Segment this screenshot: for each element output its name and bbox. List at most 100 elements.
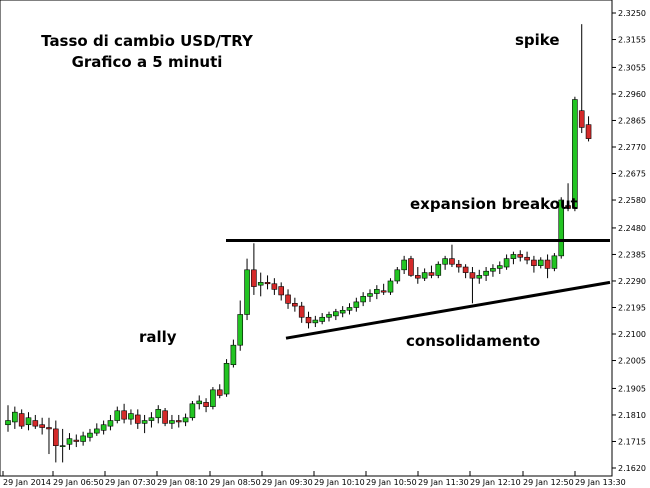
- candle-down: [18, 413, 25, 427]
- candle-up: [312, 319, 319, 324]
- candle-up: [551, 255, 558, 269]
- candle-up: [490, 268, 496, 272]
- y-tick-label: 2.2580: [618, 196, 646, 205]
- x-tick-label: 29 Jan 2014: [3, 478, 51, 487]
- candle-down: [469, 272, 476, 279]
- candle-up: [87, 432, 93, 438]
- candle-up: [182, 417, 189, 423]
- y-tick-label: 2.2100: [618, 330, 646, 339]
- candle-up: [476, 275, 483, 279]
- x-tick-label: 29 Jan 07:30: [105, 478, 156, 487]
- candle-down: [292, 303, 298, 307]
- candle-down: [408, 258, 414, 276]
- candle-up: [319, 316, 325, 322]
- candle-down: [578, 110, 585, 128]
- y-tick-label: 2.3055: [618, 63, 646, 72]
- y-tick-label: 2.2290: [618, 277, 646, 286]
- candle-up: [80, 435, 86, 442]
- candle-down: [175, 420, 182, 423]
- candle-up: [435, 263, 442, 276]
- candle-up: [326, 314, 332, 318]
- candle-up: [12, 411, 18, 423]
- candle-up: [496, 265, 503, 269]
- candle-down: [517, 254, 524, 258]
- y-tick-label: 2.2960: [618, 90, 646, 99]
- candle-up: [237, 314, 244, 346]
- candle-down: [73, 439, 80, 442]
- candle-up: [223, 363, 230, 395]
- x-tick-label: 29 Jan 10:50: [366, 478, 417, 487]
- candle-down: [53, 428, 59, 446]
- candle-down: [449, 258, 455, 265]
- candle-down: [162, 410, 168, 424]
- candle-up: [244, 269, 250, 315]
- candle-up: [483, 270, 489, 276]
- x-tick-label: 29 Jan 13:30: [575, 478, 626, 487]
- candle-up: [421, 272, 428, 279]
- y-tick-label: 2.2480: [618, 224, 646, 233]
- candle-up: [230, 344, 237, 366]
- candle-up: [107, 420, 114, 427]
- candle-up: [346, 307, 353, 311]
- candle-up: [148, 417, 155, 421]
- y-tick-label: 2.1715: [618, 437, 646, 446]
- y-tick-label: 2.1810: [618, 411, 646, 420]
- candle-down: [32, 420, 39, 427]
- x-tick-label: 29 Jan 12:50: [523, 478, 574, 487]
- candle-up: [155, 409, 162, 419]
- y-tick-label: 2.2865: [618, 116, 646, 125]
- candle-down: [455, 263, 462, 268]
- candle-up: [257, 282, 264, 286]
- candle-up: [401, 259, 407, 271]
- x-tick-label: 29 Jan 06:50: [53, 478, 104, 487]
- candle-down: [264, 282, 271, 285]
- candle-up: [5, 420, 11, 426]
- x-tick-label: 29 Jan 08:50: [210, 478, 261, 487]
- x-tick-label: 29 Jan 10:10: [314, 478, 365, 487]
- candle-up: [442, 258, 448, 265]
- annotation-spike: spike: [515, 31, 560, 49]
- y-tick-label: 2.3155: [618, 36, 646, 45]
- y-tick-label: 2.2675: [618, 170, 646, 179]
- candle-up: [537, 259, 544, 266]
- candle-down: [380, 290, 387, 293]
- annotation-consolidamento: consolidamento: [406, 332, 540, 350]
- candle-down: [271, 283, 278, 290]
- candle-down: [39, 424, 45, 428]
- support-line: [285, 280, 611, 340]
- y-axis: 2.3250 2.3155 2.3055 2.2960 2.2865 2.2770 2.26…: [612, 9, 646, 473]
- candle-down: [565, 205, 571, 209]
- candle-up: [387, 280, 394, 293]
- candle-up: [59, 445, 66, 447]
- y-tick-label: 2.3250: [618, 9, 646, 18]
- candle-down: [216, 389, 223, 396]
- candle-up: [169, 420, 175, 424]
- candle-up: [189, 403, 196, 419]
- candle-up: [360, 296, 366, 303]
- candle-up: [66, 438, 73, 445]
- candle-down: [544, 259, 551, 269]
- x-tick-label: 29 Jan 09:30: [262, 478, 313, 487]
- annotation-rally: rally: [139, 328, 177, 346]
- candle-down: [531, 259, 537, 266]
- candle-down: [203, 402, 209, 407]
- candle-down: [121, 410, 127, 420]
- y-tick-label: 2.1620: [618, 464, 646, 473]
- candle-up: [333, 311, 339, 317]
- candle-down: [524, 256, 530, 261]
- candle-up: [572, 99, 578, 209]
- candle-down: [46, 427, 52, 430]
- x-tick-label: 29 Jan 12:10: [470, 478, 521, 487]
- candle-down: [298, 305, 305, 318]
- plot-area: [0, 0, 613, 477]
- candle-up: [114, 410, 121, 421]
- candle-up: [503, 258, 510, 268]
- candle-down: [305, 316, 312, 324]
- candle-down: [134, 414, 141, 424]
- candle-up: [339, 309, 346, 314]
- candle-down: [285, 294, 291, 304]
- candle-up: [93, 428, 100, 434]
- candle-up: [128, 413, 134, 420]
- candle-down: [251, 269, 257, 287]
